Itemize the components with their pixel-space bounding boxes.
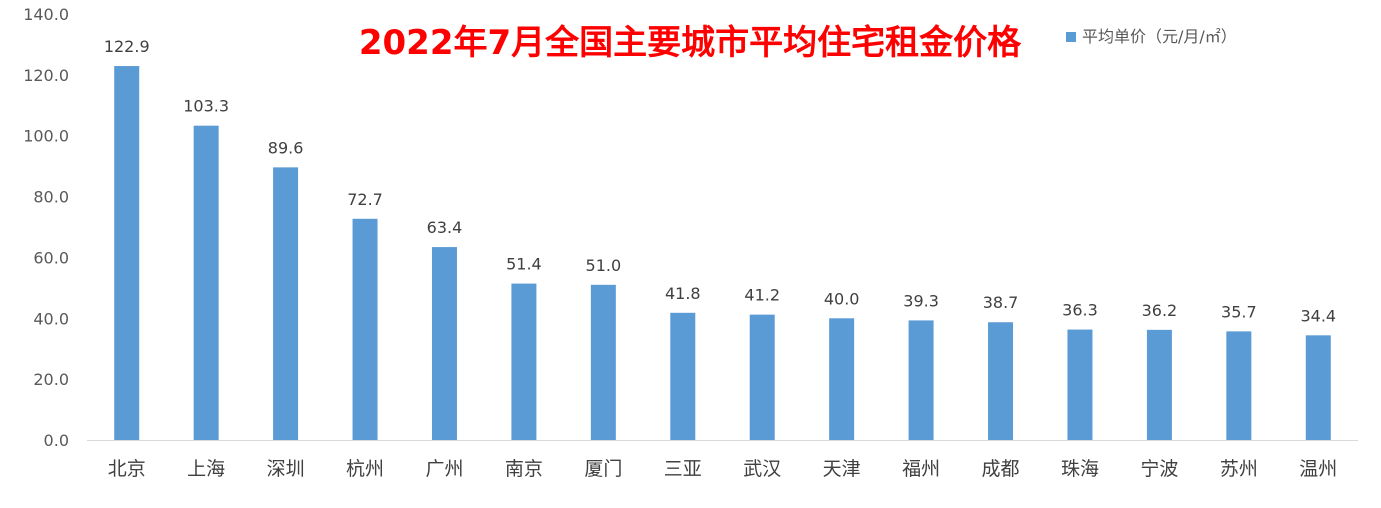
- bar: [908, 320, 934, 440]
- bar: [193, 125, 219, 441]
- bar: [273, 167, 299, 441]
- bar: [1305, 335, 1331, 440]
- x-tick-label: 武汉: [743, 458, 781, 480]
- bar: [1067, 329, 1093, 440]
- x-tick-label: 厦门: [584, 458, 622, 480]
- bar: [1146, 329, 1172, 440]
- data-labels-group: 122.9 103.3 89.6 72.7 63.4 51.4 51.0 41.8 41.2 40…: [104, 37, 1336, 325]
- data-label: 89.6: [268, 138, 304, 157]
- data-label: 35.7: [1221, 302, 1257, 321]
- data-label: 72.7: [347, 190, 383, 209]
- bar: [670, 312, 696, 440]
- data-label: 36.3: [1062, 301, 1098, 320]
- bar: [511, 283, 537, 440]
- y-tick-label: 40.0: [33, 309, 69, 328]
- x-tick-label: 宁波: [1140, 458, 1178, 480]
- data-label: 41.8: [665, 284, 701, 303]
- y-tick-label: 20.0: [33, 370, 69, 389]
- x-tick-label: 天津: [823, 458, 861, 480]
- y-tick-label: 140.0: [23, 5, 69, 24]
- x-tick-label: 南京: [505, 458, 543, 480]
- y-tick-label: 120.0: [23, 66, 69, 85]
- legend: 平均单价（元/月/㎡）: [1066, 27, 1237, 46]
- data-label: 36.2: [1142, 301, 1178, 320]
- bar: [114, 66, 140, 440]
- y-tick-label: 60.0: [33, 248, 69, 267]
- y-axis: 0.0 20.0 40.0 60.0 80.0 100.0 120.0 140.0: [23, 5, 69, 450]
- bar: [749, 314, 775, 440]
- x-tick-label: 珠海: [1061, 458, 1099, 480]
- y-tick-label: 100.0: [23, 127, 69, 146]
- x-tick-label: 杭州: [346, 458, 384, 480]
- data-label: 51.4: [506, 255, 542, 274]
- x-axis: 北京 上海 深圳 杭州 广州 南京 厦门 三亚 武汉 天津 福州 成都 珠海 宁波 苏州 温州: [87, 440, 1358, 480]
- x-tick-label: 深圳: [267, 458, 305, 480]
- bars-group: [114, 66, 1331, 441]
- y-tick-label: 80.0: [33, 188, 69, 207]
- x-tick-label: 温州: [1299, 458, 1337, 480]
- x-tick-label: 成都: [982, 458, 1020, 480]
- bar: [988, 322, 1014, 440]
- y-tick-label: 0.0: [44, 431, 69, 450]
- x-tick-label: 广州: [425, 458, 463, 480]
- bar: [1226, 331, 1252, 440]
- data-label: 34.4: [1300, 306, 1336, 325]
- data-label: 51.0: [586, 256, 622, 275]
- data-label: 39.3: [903, 291, 939, 310]
- bar: [352, 218, 378, 440]
- data-label: 40.0: [824, 289, 860, 308]
- data-label: 38.7: [983, 293, 1019, 312]
- bar: [829, 318, 855, 440]
- x-tick-label: 三亚: [664, 458, 702, 480]
- data-label: 41.2: [744, 286, 780, 305]
- data-label: 122.9: [104, 37, 150, 56]
- legend-swatch: [1066, 32, 1076, 42]
- data-label: 103.3: [183, 97, 229, 116]
- legend-label: 平均单价（元/月/㎡）: [1082, 27, 1237, 46]
- chart-title: 2022年7月全国主要城市平均住宅租金价格: [359, 23, 1022, 63]
- x-tick-label: 苏州: [1220, 458, 1258, 480]
- data-label: 63.4: [427, 218, 463, 237]
- x-tick-label: 北京: [108, 458, 146, 480]
- x-tick-label: 福州: [902, 458, 940, 480]
- bar: [590, 284, 616, 440]
- bar: [431, 247, 457, 440]
- x-tick-label: 上海: [187, 458, 225, 480]
